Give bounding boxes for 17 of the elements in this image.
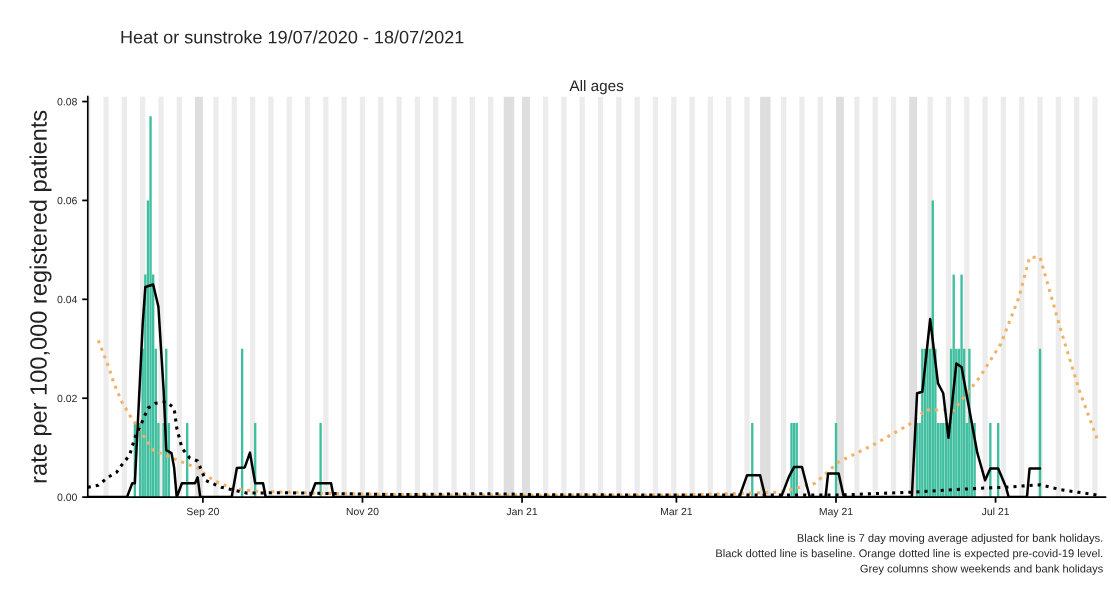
x-tick-label: Mar 21 — [661, 507, 693, 516]
x-tick-label: Nov 20 — [346, 507, 379, 516]
x-tick-label: Sep 20 — [186, 507, 219, 518]
y-tick-label: 0.06 — [57, 196, 77, 205]
chart-title: Heat or sunstroke 19/07/2020 - 18/07/2021 — [121, 30, 464, 44]
y-tick-label: 0.02 — [57, 394, 77, 403]
text: Grey columns show weekends and bank holidays — [860, 564, 1103, 575]
y-tick-label: 0.00 — [57, 493, 77, 501]
x-tick-label: Jul 21 — [981, 507, 1009, 516]
y-tick-label: 0.04 — [57, 295, 78, 304]
x-tick-label: Jan 21 — [506, 507, 538, 516]
chart-subtitle: All ages — [569, 79, 624, 95]
y-tick-label: 0.08 — [57, 98, 77, 106]
text: Black line is 7 day moving average adjusted for bank holidays. — [797, 533, 1103, 545]
text: Black dotted line is baseline. Orange dotted line is expected pre-covid-19 level. — [716, 549, 1103, 560]
y-axis-title: rate per 100,000 registered patients — [29, 110, 52, 483]
x-tick-label: May 21 — [819, 507, 853, 518]
